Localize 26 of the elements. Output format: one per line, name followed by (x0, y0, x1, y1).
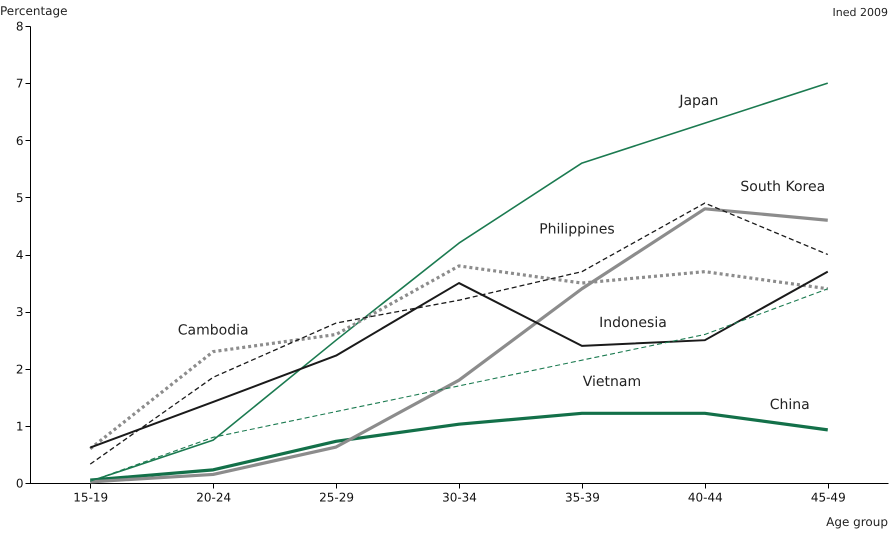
series-label: Indonesia (599, 314, 667, 331)
y-tick-label: 7 (16, 76, 24, 91)
y-tick-label: 8 (16, 20, 24, 34)
text: Ined 2009 (832, 6, 888, 19)
series-label: Vietnam (582, 374, 642, 390)
x-tick-label: 35-39 (564, 490, 600, 504)
x-tick-label: 40-44 (688, 490, 723, 504)
x-tick-label: 20-24 (196, 490, 232, 504)
series-label: China (770, 396, 810, 413)
y-tick-label: 3 (16, 305, 24, 320)
x-tick-label: 25-29 (319, 490, 354, 504)
x-tick-label: 30-34 (442, 490, 477, 504)
series-label: Philippines (539, 222, 615, 238)
x-tick-label: 45-49 (810, 490, 846, 504)
y-tick-label: 5 (16, 190, 24, 205)
y-tick-label: 2 (16, 362, 24, 376)
y-tick-label: 0 (16, 476, 24, 490)
x-tick-label: 15-19 (73, 490, 108, 504)
y-tick-label: 4 (16, 248, 24, 262)
y-tick-label: 1 (16, 419, 24, 434)
y-axis-title: Percentage (0, 4, 68, 18)
series-label: Japan (678, 93, 718, 110)
series-label: Cambodia (178, 322, 249, 339)
series-label: South Korea (740, 179, 826, 196)
x-axis-title: Age group (826, 515, 888, 529)
y-tick-label: 6 (16, 134, 24, 148)
